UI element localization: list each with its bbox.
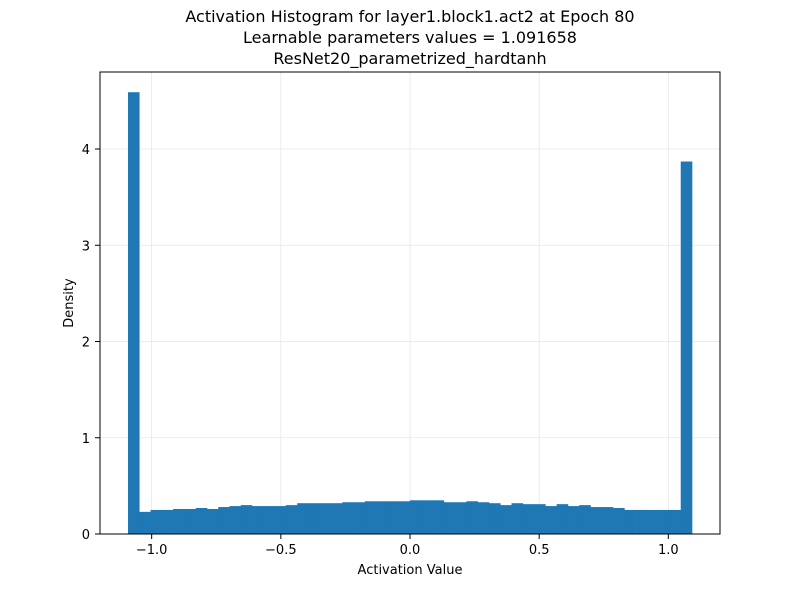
- plot-frame: [99, 71, 721, 535]
- axis-ticks: −1.0 −0.5 0.0 0.5 1.0 0 1 2 3 4: [82, 143, 679, 558]
- histogram-bar: [139, 511, 151, 534]
- histogram-bar: [455, 502, 467, 534]
- histogram-bar: [342, 502, 354, 534]
- y-tick-label: 1: [82, 432, 90, 447]
- histogram-bar: [218, 507, 230, 534]
- histogram-bar: [240, 505, 253, 534]
- histogram-bar: [364, 501, 377, 534]
- histogram-bar: [184, 508, 196, 534]
- y-tick-label: 3: [82, 239, 90, 254]
- histogram-bar: [432, 500, 445, 534]
- chart-title-line-2: Learnable parameters values = 1.091658: [243, 28, 577, 47]
- histogram-bar: [331, 503, 343, 534]
- grid-lines: [100, 72, 720, 535]
- histogram-bar: [252, 506, 264, 534]
- histogram-bar: [646, 509, 659, 534]
- histogram-bar: [410, 500, 422, 534]
- histogram-bar: [421, 500, 433, 534]
- histogram-bar: [613, 508, 625, 534]
- x-tick-label: 1.0: [658, 543, 679, 558]
- histogram-bar: [624, 509, 636, 534]
- histogram-bar: [398, 501, 411, 534]
- histogram-bar: [443, 502, 456, 534]
- histogram-bar: [658, 509, 670, 534]
- chart-title-line-3: ResNet20_parametrized_hardtanh: [273, 49, 546, 69]
- y-tick-label: 4: [82, 143, 90, 158]
- histogram-bar: [206, 508, 219, 534]
- x-tick-label: 0.0: [400, 543, 421, 558]
- histogram-bar: [545, 506, 557, 534]
- histogram-bar: [319, 503, 332, 534]
- histogram-bar: [488, 503, 501, 534]
- histogram-bar: [127, 92, 140, 535]
- y-tick-label: 2: [82, 336, 90, 351]
- histogram-bar: [534, 504, 546, 534]
- histogram-bar: [477, 502, 490, 534]
- histogram-bars: [127, 92, 693, 535]
- y-axis-label: Density: [62, 278, 77, 328]
- x-tick-label: −1.0: [136, 543, 168, 558]
- histogram-bar: [353, 502, 366, 534]
- histogram-bar: [466, 501, 478, 534]
- y-tick-label: 0: [82, 528, 90, 543]
- histogram-bar: [274, 506, 287, 534]
- histogram-bar: [285, 505, 298, 534]
- x-tick-label: −0.5: [265, 543, 297, 558]
- histogram-bar: [522, 504, 535, 534]
- histogram-bar: [590, 507, 603, 534]
- histogram-bar: [376, 501, 388, 534]
- histogram-bar: [567, 506, 580, 534]
- histogram-bar: [263, 506, 275, 534]
- histogram-bar: [680, 161, 693, 534]
- histogram-bar: [161, 509, 174, 534]
- histogram-bar: [635, 509, 648, 534]
- histogram-bar: [308, 503, 321, 534]
- histogram-bar: [387, 501, 400, 534]
- histogram-bar: [601, 507, 614, 534]
- histogram-bar: [173, 508, 185, 534]
- x-tick-label: 0.5: [529, 543, 550, 558]
- histogram-bar: [500, 505, 512, 534]
- histogram-bar: [297, 503, 309, 534]
- histogram-bar: [229, 506, 242, 534]
- histogram-bar: [511, 503, 524, 534]
- histogram-bar: [669, 509, 682, 534]
- chart-title-line-1: Activation Histogram for layer1.block1.a…: [185, 7, 634, 26]
- x-axis-label: Activation Value: [358, 563, 463, 578]
- histogram-bar: [195, 508, 208, 534]
- histogram-bar: [579, 505, 591, 534]
- histogram-bar: [556, 504, 569, 534]
- histogram-bar: [150, 509, 163, 534]
